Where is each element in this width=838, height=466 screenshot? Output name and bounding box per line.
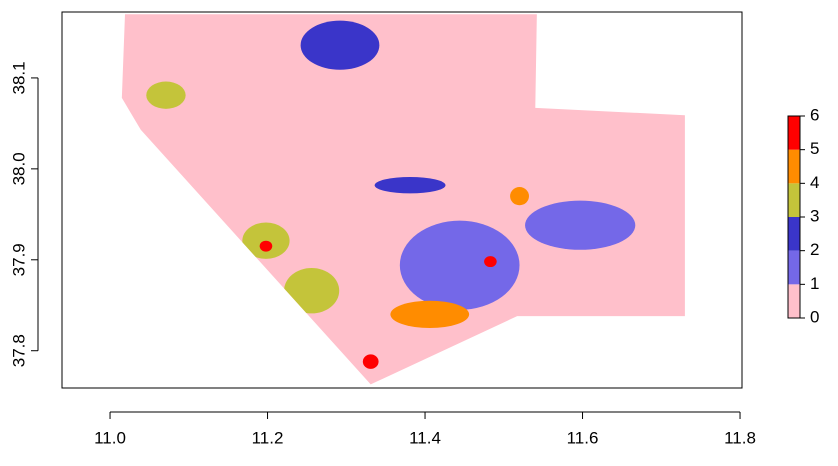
legend-label: 2 [810,240,819,259]
legend-swatch [788,183,800,217]
raster-patch [510,187,529,205]
raster-patch [242,223,289,259]
x-tick-label: 11.8 [724,428,756,447]
legend-swatch [788,116,800,150]
y-tick-label: 37.9 [9,243,28,276]
x-tick-label: 11.6 [567,428,599,447]
x-tick-label: 11.4 [409,428,441,447]
legend-label: 1 [810,274,819,293]
raster-patch [390,301,469,328]
raster-patch [301,21,380,70]
legend-swatch [788,251,800,285]
y-tick-label: 37.8 [9,334,28,367]
raster-patch [260,241,273,252]
legend-label: 3 [810,206,819,225]
chart: 11.0 11.2 11.4 11.6 11.8 37.8 37.9 38.0 38.1 0 1 2 3… [0,0,838,466]
legend-swatch [788,150,800,184]
raster-patch [146,82,185,109]
raster-extent [122,14,685,384]
legend-label: 0 [810,307,819,326]
raster-patch [525,201,635,250]
x-tick-label: 11.0 [94,428,126,447]
y-tick-label: 38.1 [9,61,28,94]
raster-patch [363,354,379,369]
legend-swatch [788,284,800,318]
x-tick-label: 11.2 [252,428,284,447]
legend-label: 6 [810,105,819,124]
raster-patch [375,177,446,193]
raster-patch [400,221,520,310]
y-tick-label: 38.0 [9,152,28,185]
raster-patch [284,268,339,313]
legend-label: 4 [810,173,819,192]
legend-swatch [788,217,800,251]
raster-patch [484,256,497,267]
legend-label: 5 [810,139,819,158]
